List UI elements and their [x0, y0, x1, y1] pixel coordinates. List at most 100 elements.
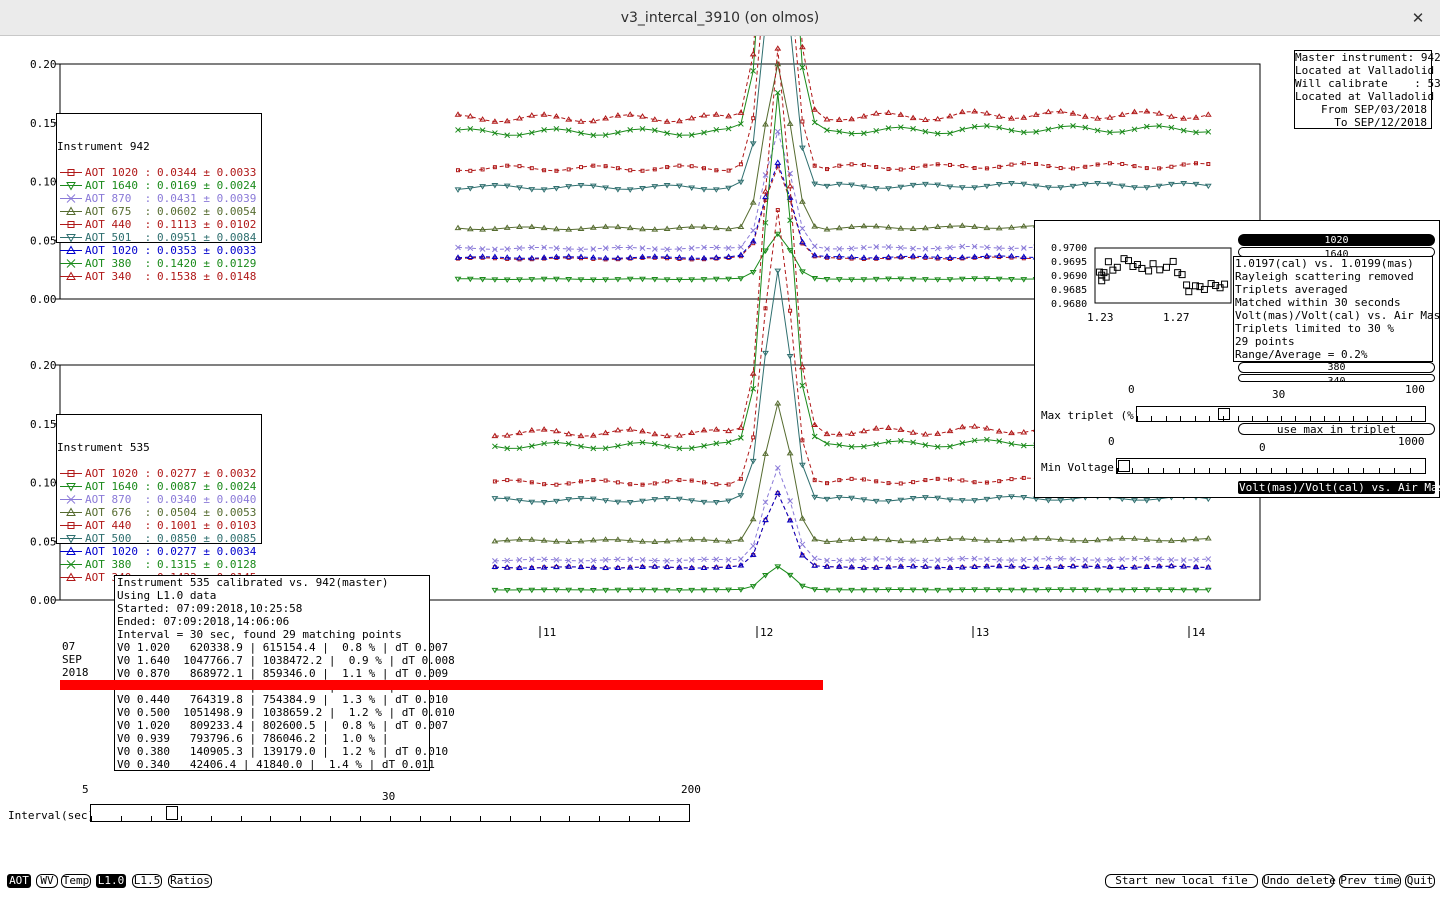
- legend-series-name: AOT 870 :: [85, 493, 152, 506]
- note-line: Rayleigh scattering removed: [1235, 270, 1414, 283]
- legend-entry: AOT 1640 : 0.0087 ± 0.0024: [57, 480, 261, 493]
- scatter-point: [1162, 263, 1170, 271]
- window-titlebar: v3_intercal_3910 (on olmos) ✕: [0, 0, 1440, 36]
- note-line: 29 points: [1235, 335, 1295, 348]
- legend-series-name: AOT 380 :: [85, 257, 152, 270]
- selected-range-bar[interactable]: [60, 680, 823, 690]
- legend-title: Instrument 942: [57, 140, 150, 153]
- x-tick-label: 11: [543, 626, 556, 639]
- legend-series-name: AOT 501 :: [85, 231, 152, 244]
- legend-series-value: 0.0504 ± 0.0053: [157, 506, 257, 519]
- legend-marker-icon: [60, 470, 82, 477]
- l15-button[interactable]: L1.5: [132, 874, 162, 888]
- legend-marker-icon: [60, 182, 82, 191]
- legend-series-value: 0.0951 ± 0.0084: [157, 231, 257, 244]
- scatter-point: [1113, 263, 1121, 271]
- series-line: [494, 491, 1209, 569]
- legend-series-value: 0.0277 ± 0.0034: [157, 545, 257, 558]
- legend-marker-icon: [60, 206, 82, 215]
- use-max-in-triplet-button[interactable]: use max in triplet: [1238, 423, 1435, 436]
- series-line: [457, 36, 1209, 136]
- date-label: 07: [62, 640, 75, 653]
- legend-entry: AOT 500 : 0.0850 ± 0.0085: [57, 532, 261, 545]
- legend-series-value: 0.1538 ± 0.0148: [157, 270, 257, 283]
- scatter-point: [1149, 260, 1157, 268]
- summary-line: Instrument 535 calibrated vs. 942(master…: [117, 576, 389, 589]
- series-markers: [492, 491, 1211, 571]
- max-triplet-max-label: 100: [1405, 383, 1425, 396]
- temp-button[interactable]: Temp: [61, 874, 91, 888]
- min-voltage-slider-thumb[interactable]: [1118, 460, 1130, 472]
- legend-series-name: AOT 1020 :: [85, 166, 152, 179]
- wavelength-button-340[interactable]: 340: [1238, 374, 1435, 382]
- quit-button[interactable]: Quit: [1405, 874, 1435, 888]
- scatter-point: [1169, 257, 1177, 265]
- x-tick-label: 14: [1192, 626, 1206, 639]
- interval-slider[interactable]: [90, 804, 690, 822]
- scatter-point: [1100, 269, 1108, 277]
- prev-time-button[interactable]: Prev time: [1339, 874, 1401, 888]
- summary-line: Using L1.0 data: [117, 589, 217, 602]
- scatter-y-tick: 0.9700: [1051, 243, 1087, 254]
- legend-entry: AOT 380 : 0.1315 ± 0.0128: [57, 558, 261, 571]
- close-button[interactable]: ✕: [1411, 9, 1425, 27]
- legend-series-name: AOT 440 :: [85, 519, 152, 532]
- legend-entry: AOT 675 : 0.0602 ± 0.0054: [57, 205, 261, 218]
- scatter-point: [1192, 282, 1199, 290]
- window-title: v3_intercal_3910 (on olmos): [620, 10, 820, 26]
- scatter-point: [1120, 255, 1128, 263]
- x-tick-label: 12: [760, 626, 773, 639]
- legend-series-value: 0.0344 ± 0.0033: [157, 166, 257, 179]
- max-triplet-min-label: 0: [1128, 383, 1135, 396]
- wavelength-button-1020[interactable]: 1020: [1238, 234, 1435, 246]
- ratios-button[interactable]: Ratios: [168, 874, 212, 888]
- legend-series-value: 0.1113 ± 0.0102: [157, 218, 257, 231]
- legend-series-name: AOT 1640 :: [85, 480, 152, 493]
- y-tick-label: 0.15: [30, 418, 57, 431]
- legend-series-name: AOT 1640 :: [85, 179, 152, 192]
- series-line: [457, 129, 1209, 250]
- scatter-x-tick: 1.27: [1163, 311, 1190, 324]
- max-triplet-label: Max triplet (%): [1041, 409, 1141, 422]
- series-line: [494, 403, 1209, 543]
- interval-slider-thumb[interactable]: [166, 806, 178, 820]
- legend-series-value: 0.1420 ± 0.0129: [157, 257, 257, 270]
- wavelength-button-380[interactable]: 380: [1238, 362, 1435, 373]
- legend-entry: AOT 1020 : 0.0344 ± 0.0033: [57, 166, 261, 179]
- start-new-local-file-button[interactable]: Start new local file: [1105, 874, 1258, 888]
- note-line: Triplets averaged: [1235, 283, 1348, 296]
- legend-series-value: 0.1001 ± 0.0103: [157, 519, 257, 532]
- series-markers: [491, 564, 1212, 594]
- undo-delete-button[interactable]: Undo delete: [1262, 874, 1336, 888]
- legend-marker-icon: [60, 546, 82, 555]
- scatter-point: [1138, 264, 1146, 272]
- series-line: [494, 209, 1209, 486]
- legend-marker-icon: [60, 522, 82, 529]
- interval-max-label: 200: [681, 783, 701, 796]
- min-voltage-slider[interactable]: [1116, 458, 1426, 474]
- legend-instrument-942: Instrument 942 AOT 1020 : 0.0344 ± 0.0033…: [56, 113, 262, 283]
- legend-entry: AOT 1020 : 0.0277 ± 0.0032: [57, 467, 261, 480]
- max-triplet-slider[interactable]: [1136, 406, 1426, 422]
- calibration-summary-box: Instrument 535 calibrated vs. 942(master…: [114, 575, 455, 771]
- series-markers: [455, 64, 1212, 139]
- scatter-point: [1125, 257, 1132, 265]
- interval-label: Interval(sec): [8, 809, 95, 822]
- legend-marker-icon: [60, 221, 82, 228]
- wv-button[interactable]: WV: [36, 874, 58, 888]
- l10-button[interactable]: L1.0: [96, 874, 126, 888]
- scatter-point: [1216, 284, 1224, 292]
- legend-series-name: AOT 676 :: [85, 506, 152, 519]
- series-markers: [454, 141, 1212, 193]
- legend-marker-icon: [60, 234, 82, 243]
- scatter-point: [1145, 267, 1153, 275]
- summary-line: V0 1.020 620338.9 | 615154.4 | 0.8 % | d…: [117, 641, 449, 654]
- legend-entry: AOT 440 : 0.1001 ± 0.0103: [57, 519, 261, 532]
- aot-button[interactable]: AOT: [7, 874, 31, 888]
- scatter-point: [1133, 261, 1141, 269]
- plot-mode-button[interactable]: Volt(mas)/Volt(cal) vs. Air Mass: [1238, 481, 1440, 494]
- scatter-point: [1104, 258, 1112, 266]
- x-tick-label: 13: [976, 626, 989, 639]
- legend-marker-icon: [60, 535, 82, 544]
